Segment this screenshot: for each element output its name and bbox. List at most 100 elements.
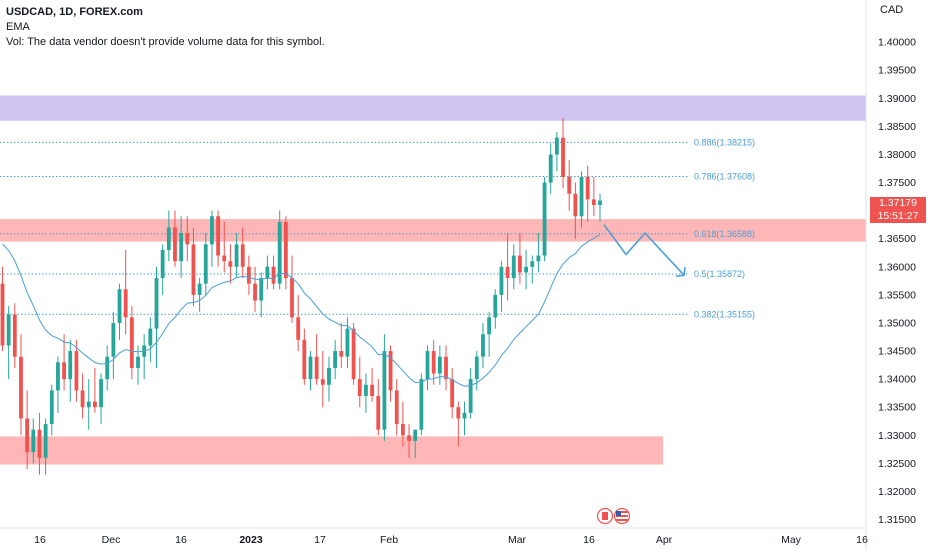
fib-label-3: 0.5(1.35872) — [694, 269, 745, 279]
candle-body-88 — [542, 182, 547, 256]
candle-body-3 — [19, 356, 23, 419]
us-flag-stripe-icon — [616, 511, 628, 513]
candle-body-66 — [407, 435, 411, 441]
price-tick-7: 1.36500 — [878, 233, 916, 245]
candle-body-6 — [37, 429, 42, 458]
candle-body-89 — [548, 154, 553, 183]
countdown-badge: 15:51:27 — [870, 210, 926, 223]
price-tick-15: 1.32500 — [878, 458, 916, 470]
us-flag-stripe-2-icon — [616, 515, 628, 517]
candle-body-14 — [86, 401, 91, 408]
indicator-legend[interactable]: EMA — [6, 21, 30, 33]
candle-body-75 — [462, 412, 467, 419]
candle-body-56 — [345, 328, 350, 357]
zone-support — [0, 436, 663, 465]
candle-body-44 — [271, 266, 276, 284]
candle-body-94 — [579, 176, 584, 217]
time-axis[interactable]: 16 Dec 16 2023 17 Feb Mar 16 Apr May 16 — [0, 527, 868, 546]
candle-body-26 — [160, 249, 165, 279]
projection-path — [603, 224, 685, 276]
candle-body-85 — [524, 266, 528, 273]
candle-body-92 — [567, 176, 572, 194]
candle-body-76 — [468, 379, 473, 413]
candle-body-79 — [487, 317, 492, 335]
candle-body-74 — [456, 407, 461, 419]
price-tick-10: 1.35000 — [878, 317, 916, 329]
last-price-badge: 1.37179 — [870, 197, 926, 210]
candle-body-15 — [92, 401, 97, 408]
candle-body-5 — [31, 429, 36, 453]
price-tick-8: 1.36000 — [878, 261, 916, 273]
candle-body-35 — [216, 216, 221, 256]
projection-layer — [603, 224, 686, 278]
candle-body-24 — [148, 328, 153, 346]
candle-body-50 — [308, 356, 313, 380]
fib-label-4: 0.382(1.35155) — [694, 309, 755, 319]
candle-body-18 — [111, 322, 116, 357]
price-tick-13: 1.33500 — [878, 402, 916, 414]
candle-body-90 — [554, 137, 559, 155]
candle-body-40 — [246, 266, 251, 284]
time-tick-8: Apr — [656, 534, 673, 546]
candle-body-22 — [136, 356, 140, 368]
candle-body-51 — [314, 356, 319, 380]
candle-body-7 — [43, 424, 48, 458]
candle-body-17 — [105, 356, 110, 380]
candle-body-93 — [573, 193, 578, 217]
candle-body-65 — [400, 424, 405, 436]
fib-label-1: 0.786(1.37608) — [694, 171, 755, 181]
time-tick-2: 16 — [175, 534, 187, 546]
fib-layer: 0.886(1.38215) 0.786(1.37608) 0.618(1.3658… — [0, 137, 755, 319]
projection-arrowhead — [675, 267, 686, 278]
candle-body-48 — [296, 317, 301, 340]
price-tick-1: 1.39500 — [878, 65, 916, 77]
time-tick-10: 16 — [856, 534, 868, 546]
candle-body-78 — [481, 334, 485, 357]
candle-body-83 — [511, 255, 516, 279]
candle-body-29 — [179, 233, 184, 262]
candle-body-67 — [413, 429, 418, 441]
zones-layer — [0, 95, 866, 465]
candle-body-69 — [425, 351, 430, 380]
candle-body-95 — [585, 176, 590, 200]
price-tick-4: 1.38000 — [878, 149, 916, 161]
candle-body-20 — [123, 289, 128, 318]
price-tick-9: 1.35500 — [878, 289, 916, 301]
price-axis[interactable]: 1.40000 1.39500 1.39000 1.38500 1.38000 1.375… — [865, 0, 916, 550]
us-flag-canton-icon — [616, 511, 621, 516]
candle-body-61 — [376, 396, 381, 430]
price-tick-12: 1.34000 — [878, 374, 916, 386]
time-tick-6: Mar — [508, 534, 527, 546]
candle-body-64 — [394, 390, 399, 425]
candles-layer — [0, 117, 602, 475]
candle-body-45 — [277, 221, 282, 284]
candle-body-82 — [505, 266, 510, 279]
candle-body-73 — [450, 379, 455, 408]
candle-body-68 — [419, 379, 424, 430]
candle-body-97 — [598, 200, 602, 206]
time-tick-9: May — [781, 534, 802, 546]
symbol-title: USDCAD, 1D, FOREX.com — [6, 6, 143, 18]
event-flags[interactable] — [596, 507, 631, 525]
candle-body-54 — [333, 351, 338, 368]
candle-body-10 — [62, 362, 67, 380]
candle-body-63 — [388, 351, 393, 391]
candle-body-2 — [12, 314, 17, 357]
us-flag-stripe-3-icon — [616, 519, 628, 521]
candle-body-37 — [228, 261, 233, 267]
candle-body-39 — [240, 244, 245, 267]
fib-label-2: 0.618(1.36588) — [694, 229, 755, 239]
candle-body-34 — [210, 216, 214, 245]
candle-body-70 — [431, 351, 436, 374]
price-tick-5: 1.37500 — [878, 177, 916, 189]
candle-body-80 — [493, 294, 498, 318]
candle-body-25 — [154, 278, 159, 329]
ema-line — [2, 234, 601, 387]
candle-body-8 — [49, 390, 54, 425]
candle-body-59 — [364, 384, 368, 396]
time-tick-5: Feb — [380, 534, 398, 546]
candle-body-38 — [234, 244, 239, 267]
candle-body-21 — [129, 317, 134, 368]
candle-body-16 — [99, 379, 103, 408]
